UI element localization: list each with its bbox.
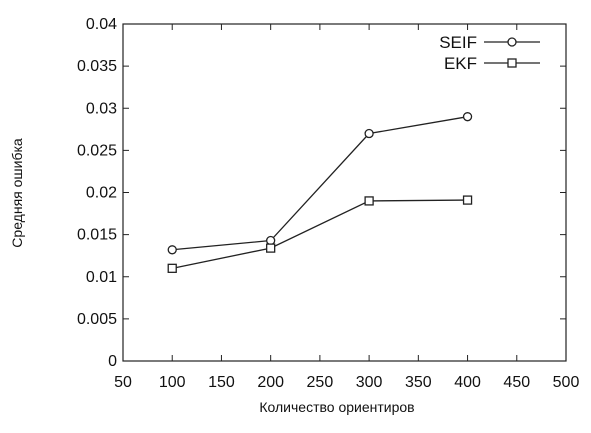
y-tick-label: 0.015 bbox=[77, 227, 117, 244]
data-point-ekf bbox=[462, 195, 473, 205]
x-tick-label: 300 bbox=[356, 374, 383, 391]
data-point-ekf bbox=[167, 263, 177, 273]
y-tick-label: 0 bbox=[108, 353, 117, 370]
y-axis: 0 0.005 0.01 0.015 0.02 0.025 0.03 0.035 0.04 bbox=[77, 16, 566, 370]
x-axis: 50 100 150 200 250 300 350 400 450 500 bbox=[114, 24, 579, 391]
plot-frame bbox=[122, 23, 567, 362]
data-point-seif bbox=[167, 245, 177, 255]
y-tick-label: 0.03 bbox=[86, 100, 117, 117]
x-tick-label: 200 bbox=[257, 374, 284, 391]
series-layer bbox=[167, 112, 473, 273]
legend-marker bbox=[507, 37, 517, 47]
legend-label: SEIF bbox=[439, 33, 477, 52]
legend-marker bbox=[507, 58, 517, 68]
x-axis-title: Количество ориентиров bbox=[259, 399, 414, 415]
y-tick-label: 0.01 bbox=[86, 269, 117, 286]
legend: SEIF EKF bbox=[439, 33, 540, 73]
y-axis-title: Средняя ошибка bbox=[9, 138, 25, 248]
data-point-ekf bbox=[266, 243, 276, 253]
y-tick-label: 0.035 bbox=[77, 58, 117, 75]
x-tick-label: 400 bbox=[454, 374, 481, 391]
series-line-ekf bbox=[172, 199, 468, 269]
x-tick-label: 250 bbox=[307, 374, 334, 391]
x-tick-label: 50 bbox=[114, 374, 132, 391]
data-point-seif bbox=[364, 128, 374, 139]
data-point-seif bbox=[266, 235, 276, 246]
series-line-seif bbox=[172, 116, 468, 251]
series-ekf bbox=[167, 195, 473, 273]
legend-item-seif: SEIF bbox=[439, 33, 540, 52]
y-tick-label: 0.04 bbox=[86, 16, 117, 33]
legend-item-ekf: EKF bbox=[444, 54, 540, 73]
y-tick-label: 0.025 bbox=[77, 142, 117, 159]
x-tick-label: 500 bbox=[553, 374, 580, 391]
x-tick-label: 450 bbox=[503, 374, 530, 391]
x-tick-label: 100 bbox=[159, 374, 186, 391]
y-tick-label: 0.005 bbox=[77, 311, 117, 328]
legend-label: EKF bbox=[444, 54, 477, 73]
y-tick-label: 0.02 bbox=[86, 185, 117, 202]
x-tick-label: 350 bbox=[405, 374, 432, 391]
data-point-ekf bbox=[364, 196, 374, 206]
data-point-seif bbox=[462, 112, 473, 122]
series-seif bbox=[167, 112, 473, 255]
x-tick-label: 150 bbox=[208, 374, 235, 391]
